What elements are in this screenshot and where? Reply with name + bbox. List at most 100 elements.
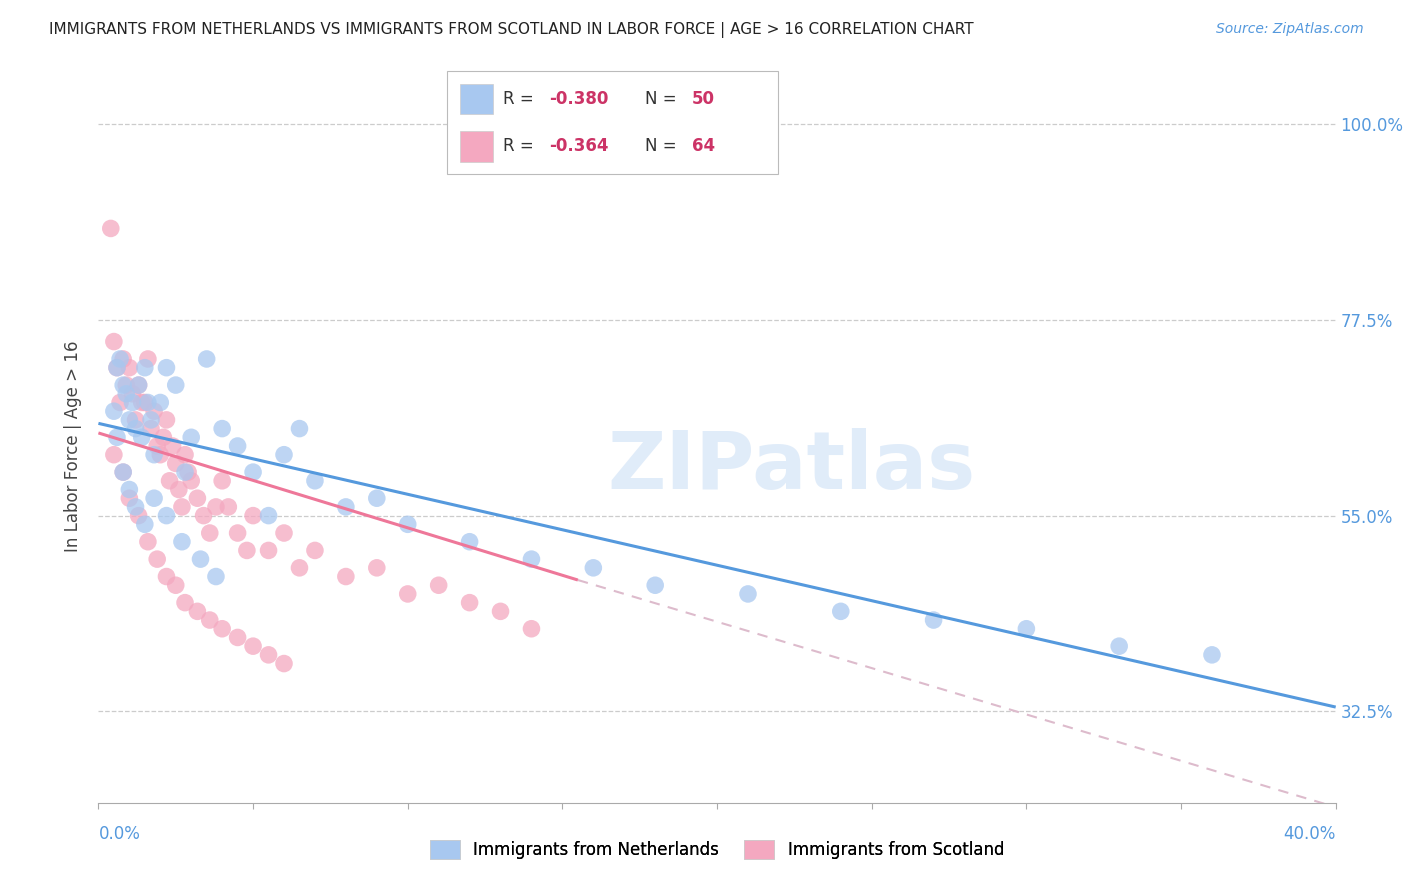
Text: R =: R = [503, 90, 540, 108]
Point [198, 613, 221, 627]
Point [304, 543, 326, 558]
Point [174, 465, 197, 479]
Point [100, 221, 122, 235]
Point [180, 430, 202, 444]
Point [124, 413, 146, 427]
Text: N =: N = [645, 90, 682, 108]
Point [1108, 639, 1130, 653]
Point [242, 639, 264, 653]
Point [105, 430, 128, 444]
Point [1015, 622, 1038, 636]
Point [143, 448, 166, 462]
Point [108, 351, 131, 366]
Point [396, 587, 419, 601]
Text: 64: 64 [692, 137, 714, 155]
Point [520, 622, 543, 636]
Point [273, 526, 295, 541]
Point [211, 622, 233, 636]
Point [170, 534, 193, 549]
Point [177, 465, 200, 479]
Point [128, 508, 150, 523]
Point [143, 404, 166, 418]
Point [205, 569, 228, 583]
Bar [460, 131, 494, 161]
Point [155, 360, 177, 375]
Point [922, 613, 945, 627]
Point [159, 474, 181, 488]
Point [136, 351, 159, 366]
Text: IMMIGRANTS FROM NETHERLANDS VS IMMIGRANTS FROM SCOTLAND IN LABOR FORCE | AGE > 1: IMMIGRANTS FROM NETHERLANDS VS IMMIGRANT… [49, 22, 974, 38]
Point [146, 439, 169, 453]
Point [118, 483, 141, 497]
Point [193, 508, 215, 523]
Point [195, 351, 218, 366]
Point [103, 404, 125, 418]
Point [136, 395, 159, 409]
Legend: Immigrants from Netherlands, Immigrants from Scotland: Immigrants from Netherlands, Immigrants … [423, 833, 1011, 866]
Point [155, 569, 177, 583]
Point [118, 360, 141, 375]
Point [167, 483, 190, 497]
Point [242, 465, 264, 479]
Point [103, 448, 125, 462]
Point [427, 578, 450, 592]
Point [146, 552, 169, 566]
Point [288, 421, 311, 435]
Point [186, 604, 208, 618]
Point [118, 413, 141, 427]
Point [211, 474, 233, 488]
Text: N =: N = [645, 137, 682, 155]
Point [242, 508, 264, 523]
Point [1201, 648, 1223, 662]
Point [134, 360, 156, 375]
Point [121, 386, 143, 401]
Point [124, 421, 146, 435]
Point [143, 491, 166, 506]
Point [520, 552, 543, 566]
Point [582, 561, 605, 575]
Point [186, 491, 208, 506]
Point [174, 448, 197, 462]
Point [198, 526, 221, 541]
Point [180, 474, 202, 488]
Point [134, 395, 156, 409]
Text: -0.364: -0.364 [550, 137, 609, 155]
FancyBboxPatch shape [447, 71, 778, 174]
Point [335, 569, 357, 583]
Point [273, 657, 295, 671]
Point [211, 421, 233, 435]
Bar [460, 84, 494, 114]
Point [458, 596, 481, 610]
Point [136, 534, 159, 549]
Point [644, 578, 666, 592]
Point [174, 596, 197, 610]
Point [458, 534, 481, 549]
Point [304, 474, 326, 488]
Point [165, 378, 187, 392]
Point [257, 508, 280, 523]
Point [162, 439, 184, 453]
Point [134, 517, 156, 532]
Text: -0.380: -0.380 [550, 90, 609, 108]
Point [124, 500, 146, 514]
Point [366, 561, 388, 575]
Point [128, 378, 150, 392]
Point [335, 500, 357, 514]
Point [118, 491, 141, 506]
Point [152, 430, 174, 444]
Point [115, 378, 138, 392]
Point [105, 360, 128, 375]
Text: 0.0%: 0.0% [98, 824, 141, 843]
Point [396, 517, 419, 532]
Point [170, 500, 193, 514]
Point [236, 543, 259, 558]
Point [155, 413, 177, 427]
Text: 50: 50 [692, 90, 714, 108]
Text: Source: ZipAtlas.com: Source: ZipAtlas.com [1216, 22, 1364, 37]
Point [139, 421, 162, 435]
Point [165, 578, 187, 592]
Point [257, 648, 280, 662]
Point [103, 334, 125, 349]
Point [108, 395, 131, 409]
Point [112, 378, 135, 392]
